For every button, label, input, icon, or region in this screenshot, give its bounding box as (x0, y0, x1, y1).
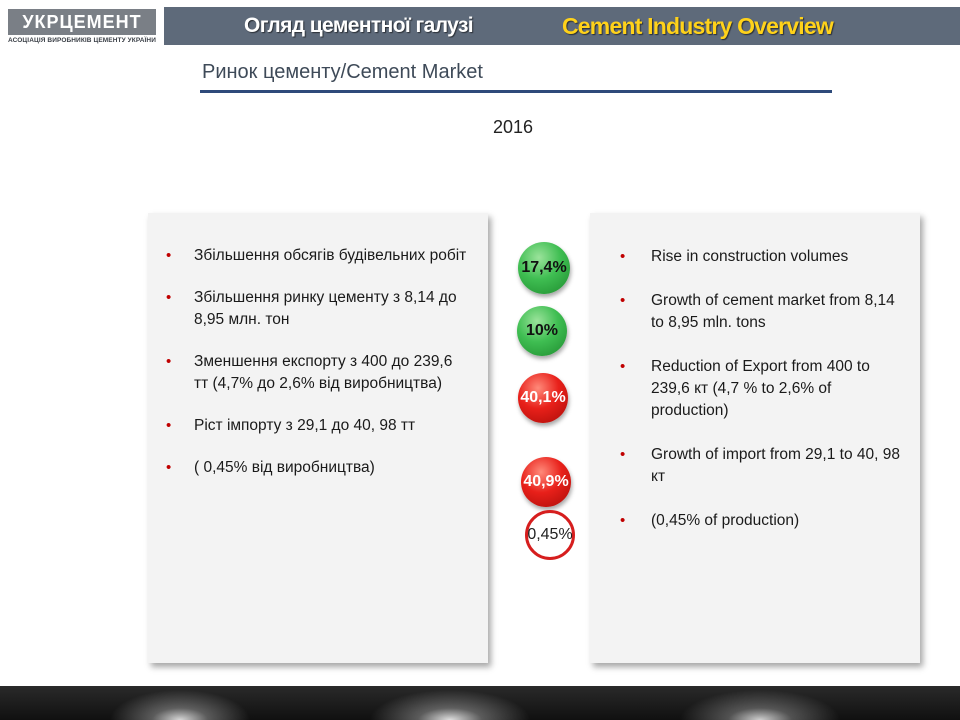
indicator-construction: 17,4% (518, 242, 570, 294)
indicator-export: 40,1% (518, 373, 568, 423)
slide-subtitle: Ринок цементу/Cement Market (202, 61, 483, 83)
logo-name: УКРЦЕМЕНТ (8, 9, 156, 35)
list-item: ( 0,45% від виробництва) (166, 457, 470, 479)
right-bullet-list: Rise in construction volumes Growth of c… (590, 213, 920, 532)
decorative-bottom-band (0, 686, 960, 720)
list-item: Збільшення ринку цементу з 8,14 до 8,95 … (166, 287, 470, 331)
header-title-ua: Огляд цементної галузі (244, 14, 474, 37)
ukrcement-logo: УКРЦЕМЕНТ АСОЦІАЦІЯ ВИРОБНИКІВ ЦЕМЕНТУ У… (8, 9, 156, 47)
list-item: Growth of cement market from 8,14 to 8,9… (620, 290, 906, 334)
indicator-import: 40,9% (521, 457, 571, 507)
list-item: Growth of import from 29,1 to 40, 98 кт (620, 444, 906, 488)
list-item: Rise in construction volumes (620, 246, 906, 268)
indicator-import-share: 0,45% (525, 510, 575, 560)
left-bullet-list: Збільшення обсягів будівельних робіт Збі… (148, 213, 488, 479)
year-label: 2016 (493, 117, 534, 137)
list-item: Ріст імпорту з 29,1 до 40, 98 тт (166, 415, 470, 437)
header-bar: Огляд цементної галузі Cement Industry O… (164, 7, 960, 45)
list-item: Збільшення обсягів будівельних робіт (166, 245, 470, 267)
left-panel-ua: Збільшення обсягів будівельних робіт Збі… (148, 213, 488, 663)
list-item: (0,45% of production) (620, 510, 906, 532)
list-item: Зменшення експорту з 400 до 239,6 тт (4,… (166, 351, 470, 395)
header-title-en: Cement Industry Overview (562, 13, 834, 39)
right-panel-en: Rise in construction volumes Growth of c… (590, 213, 920, 663)
list-item: Reduction of Export from 400 to 239,6 кт… (620, 356, 906, 422)
logo-tagline: АСОЦІАЦІЯ ВИРОБНИКІВ ЦЕМЕНТУ УКРАЇНИ (8, 35, 156, 47)
subtitle-rule (200, 90, 832, 93)
indicator-market-growth: 10% (517, 306, 567, 356)
